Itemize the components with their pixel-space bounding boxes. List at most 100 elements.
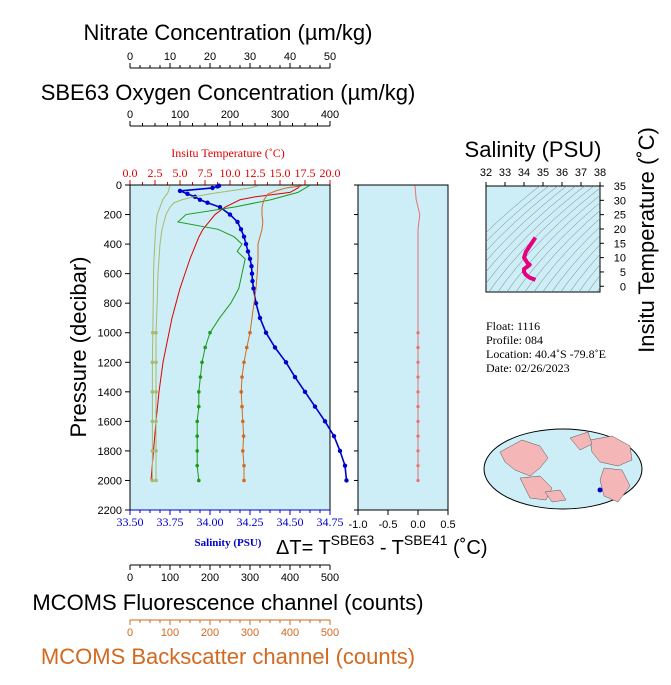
backscatter-series-line [240,185,303,481]
pressure-tick-label: 1600 [98,416,122,428]
oxygen-point [235,219,240,225]
delta-t-panel [357,184,449,511]
ts-density-contours [486,186,600,292]
density-contour [560,244,600,292]
temperature-axis-tick-label: 10.0 [220,166,241,180]
oxygen-point [249,271,255,276]
nitrate-axis-tick-label: 50 [324,51,336,63]
backscatter-axis-title: MCOMS Backscatter channel (counts) [41,644,415,669]
nitrate-axis-title: Nitrate Concentration (µm/kg) [84,20,373,45]
ts-temperature-tick-label: 15 [614,238,626,250]
nitrate-point [150,449,155,453]
fluorescence-point [154,478,158,483]
delta-t-series [414,185,421,483]
backscatter-point [242,478,246,483]
backscatter-point [239,390,243,394]
oxygen-point [302,389,308,395]
fluorescence-point [154,390,158,394]
delta-t-point [416,375,420,379]
backscatter-point [242,463,246,468]
salinity-point [195,434,199,438]
oxygen-axis-tick-label: 300 [271,109,289,121]
oxygen-point [249,264,254,269]
temperature-axis-tick-label: 17.5 [295,166,316,180]
oxygen-point [322,419,328,424]
backscatter-point [240,375,244,379]
ts-temperature-tick-label: 35 [614,181,626,193]
oxygen-point [292,374,298,380]
fluorescence-axis-tick-label: 300 [241,572,259,584]
main-profile-panel [129,184,331,511]
ts-series [522,236,538,282]
fluorescence-axis-title: MCOMS Fluorescence channel (counts) [32,590,423,615]
ts-salinity-tick-label: 38 [594,167,606,179]
backscatter-axis-tick-label: 500 [321,627,339,639]
salinity-axis-tick-label: 34.00 [197,515,224,529]
fluorescence-axis-tick-label: 100 [161,572,179,584]
density-contour [486,186,550,242]
salinity-point [195,449,199,453]
salinity-point [195,419,199,424]
salinity-point [200,360,204,365]
density-contour [486,186,559,252]
oxygen-point [272,345,278,350]
oxygen-point [238,227,244,232]
fluorescence-axis-tick-label: 200 [201,572,219,584]
profile-number: Profile: 084 [486,333,543,347]
density-contour [515,202,600,292]
delta-t-tick-label: -0.5 [379,519,398,531]
backscatter-axis: 0 100 200 300 400 500 [127,619,339,639]
backscatter-point [241,449,245,453]
delta-t-tick-label: -1.0 [349,519,368,531]
ts-curve [522,236,538,282]
oxygen-axis: 0 100 200 300 400 [127,109,339,127]
fluorescence-axis-tick-label: 400 [281,572,299,584]
oxygen-point [227,212,233,217]
density-contour [486,186,577,273]
fluorescence-axis-tick-label: 0 [127,572,133,584]
fluorescence-axis-tick-label: 500 [321,572,339,584]
backscatter-point [242,360,246,365]
ts-salinity-tick-label: 37 [575,167,587,179]
pressure-tick-label: 200 [104,210,122,222]
ts-axes: 32 33 34 35 36 37 38 0 5 10 15 20 25 30 35 [480,167,626,293]
nitrate-axis-tick-label: 20 [204,51,216,63]
oxygen-axis-title: SBE63 Oxygen Concentration (µm/kg) [41,80,416,105]
backscatter-axis-tick-label: 400 [281,627,299,639]
oxygen-point [215,184,220,189]
ts-temperature-tick-label: 30 [614,195,626,207]
density-contour [587,275,600,292]
nitrate-point [150,478,155,483]
oxygen-point [197,197,203,202]
density-contour [506,194,600,292]
density-contour [488,186,595,292]
ts-temperature-tick-label: 25 [614,210,626,222]
oxygen-point [243,241,249,247]
pressure-tick-label: 800 [104,298,122,310]
density-contour [533,218,600,292]
backscatter-point [245,345,249,350]
nitrate-axis-tick-label: 0 [127,51,133,63]
ts-temperature-tick-label: 10 [614,253,626,265]
density-contour [569,254,600,292]
oxygen-point [245,249,251,254]
oxygen-point [241,234,247,239]
backscatter-point [240,404,244,409]
ts-temperature-tick-label: 5 [620,267,626,279]
fluorescence-point [154,419,158,424]
temperature-axis-tick-label: 2.5 [148,166,163,180]
delta-t-point [416,404,420,409]
temperature-axis-tick-label: 0.0 [123,166,138,180]
temperature-axis-tick-label: 7.5 [198,166,213,180]
oxygen-point [312,404,318,409]
density-contour [551,235,600,292]
delta-t-point [416,360,420,364]
backscatter-axis-tick-label: 300 [241,627,259,639]
salinity-point [208,330,212,335]
oxygen-point [177,188,183,194]
oxygen-axis-tick-label: 200 [221,109,239,121]
pressure-axis-title: Pressure (decibar) [66,257,91,438]
density-contour [524,210,600,292]
temperature-axis-tick-label: 12.5 [245,166,266,180]
